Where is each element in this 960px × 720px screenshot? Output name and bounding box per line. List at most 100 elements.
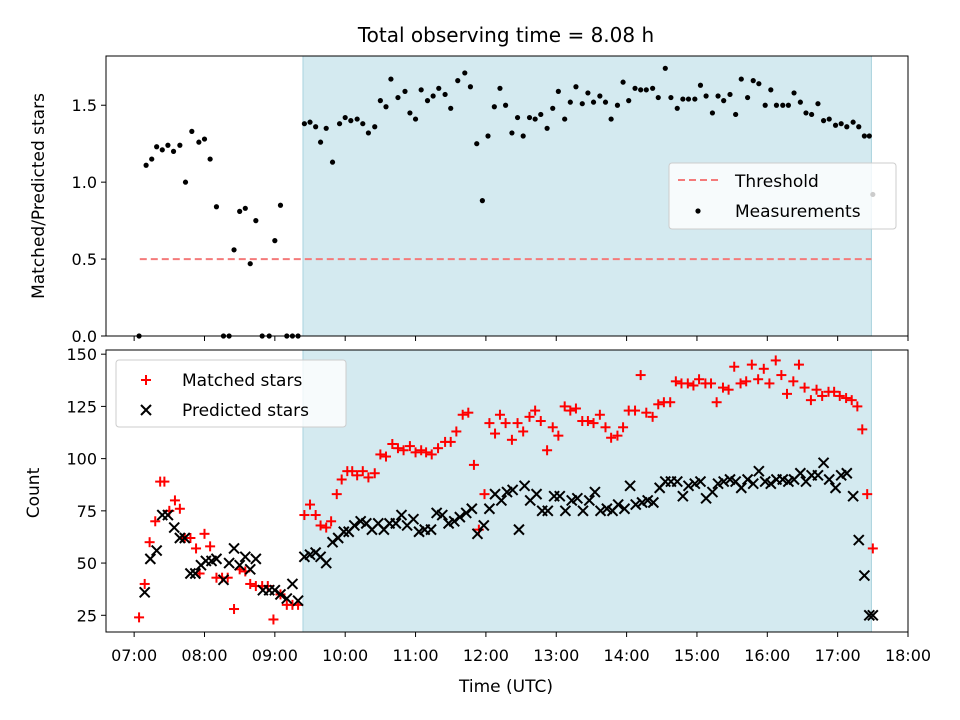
predicted-star-point xyxy=(162,509,174,521)
legend-measurements-label: Measurements xyxy=(735,202,861,222)
measurement-point xyxy=(207,156,213,162)
matched-star-point xyxy=(134,612,145,623)
predicted-star-point xyxy=(179,532,191,544)
predicted-star-point xyxy=(817,457,830,469)
predicted-star-point xyxy=(495,494,508,507)
predicted-star-point xyxy=(559,505,572,517)
matched-star-point xyxy=(647,411,658,422)
matched-star-point xyxy=(387,439,398,449)
matched-star-point xyxy=(641,407,652,418)
matched-star-point xyxy=(512,418,523,429)
x-tick-label: 14:00 xyxy=(604,646,650,665)
measurement-point xyxy=(567,99,573,105)
predicted-star-point xyxy=(612,498,624,511)
matched-star-point xyxy=(788,376,799,387)
matched-star-point xyxy=(421,447,432,458)
predicted-star-point xyxy=(594,505,607,517)
predicted-star-point xyxy=(530,488,543,500)
legend-matched-label: Matched stars xyxy=(182,371,302,391)
predicted-star-point xyxy=(717,475,730,488)
measurement-point xyxy=(143,162,149,168)
matched-star-point xyxy=(185,533,196,543)
measurement-point xyxy=(354,116,360,122)
matched-star-point xyxy=(336,474,347,485)
measurement-point xyxy=(455,78,461,84)
measurement-point xyxy=(201,136,208,142)
matched-star-point xyxy=(479,489,490,500)
top-y-tick-label: 1.0 xyxy=(72,173,97,192)
measurement-point xyxy=(372,124,378,130)
matched-star-point xyxy=(711,397,722,408)
measurement-point xyxy=(692,96,698,102)
predicted-star-point xyxy=(233,559,246,571)
measurement-point xyxy=(590,99,597,105)
matched-star-point xyxy=(618,422,629,433)
top-legend-box xyxy=(668,162,897,230)
matched-star-point xyxy=(500,418,511,429)
matched-star-point xyxy=(781,388,792,399)
predicted-star-point xyxy=(436,509,448,521)
top-legend: Threshold Measurements xyxy=(668,162,897,230)
matched-star-point xyxy=(457,409,468,420)
predicted-star-point xyxy=(506,484,519,496)
measurement-point xyxy=(377,98,383,104)
matched-star-point xyxy=(553,430,564,441)
predicted-star-point xyxy=(513,523,525,536)
matched-star-point xyxy=(588,418,599,429)
measurement-point xyxy=(861,133,867,139)
matched-star-point xyxy=(570,403,581,414)
matched-star-point xyxy=(846,395,857,406)
predicted-star-point xyxy=(647,496,660,509)
matched-star-point xyxy=(169,495,180,506)
measurement-point xyxy=(838,121,844,127)
measurement-point xyxy=(442,91,448,98)
matched-star-point xyxy=(369,468,380,479)
matched-star-point xyxy=(694,374,705,385)
matched-star-point xyxy=(723,384,734,395)
matched-star-point xyxy=(841,393,852,404)
matched-star-point xyxy=(653,399,664,410)
predicted-star-point xyxy=(741,473,754,486)
predicted-star-point xyxy=(478,519,490,532)
matched-star-point xyxy=(484,418,495,429)
matched-star-point xyxy=(630,405,641,416)
predicted-star-point xyxy=(823,473,835,486)
measurement-point xyxy=(462,70,468,76)
predicted-star-point xyxy=(571,492,584,505)
measurement-point xyxy=(697,82,704,88)
matched-star-point xyxy=(758,363,769,374)
matched-star-point xyxy=(682,378,693,389)
measurement-point xyxy=(544,125,550,131)
matched-star-point xyxy=(229,604,240,615)
measurement-point xyxy=(709,110,716,116)
bottom-legend: Matched stars Predicted stars xyxy=(115,359,347,428)
predicted-star-point xyxy=(583,494,596,507)
measurement-point xyxy=(436,85,442,91)
predicted-star-point xyxy=(425,523,437,536)
measurement-point xyxy=(159,147,165,153)
measurement-point xyxy=(418,87,424,93)
x-tick-label: 18:00 xyxy=(885,646,931,665)
measurement-point xyxy=(272,238,278,244)
predicted-star-point xyxy=(706,486,719,498)
matched-star-point xyxy=(524,411,535,422)
measurement-point xyxy=(538,111,544,118)
measurement-point xyxy=(532,116,538,122)
matched-star-point xyxy=(305,499,316,510)
predicted-star-point xyxy=(518,480,531,492)
measurement-point xyxy=(448,105,454,111)
predicted-star-point xyxy=(239,551,252,563)
measurement-point xyxy=(514,114,521,121)
measurement-point xyxy=(797,99,803,105)
predicted-star-point xyxy=(829,482,842,494)
measurement-point xyxy=(745,94,751,101)
matched-star-point xyxy=(299,510,310,521)
measurement-point xyxy=(750,78,756,84)
predicted-star-point xyxy=(326,536,339,548)
bottom-y-tick-label: 150 xyxy=(66,345,97,364)
measurement-point xyxy=(662,65,668,71)
measurement-point xyxy=(165,142,171,148)
measurement-point xyxy=(650,85,656,91)
bottom-legend-box xyxy=(115,359,347,428)
